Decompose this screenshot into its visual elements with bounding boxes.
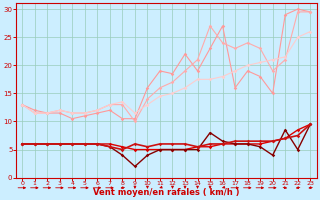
X-axis label: Vent moyen/en rafales ( km/h ): Vent moyen/en rafales ( km/h ) — [93, 188, 239, 197]
